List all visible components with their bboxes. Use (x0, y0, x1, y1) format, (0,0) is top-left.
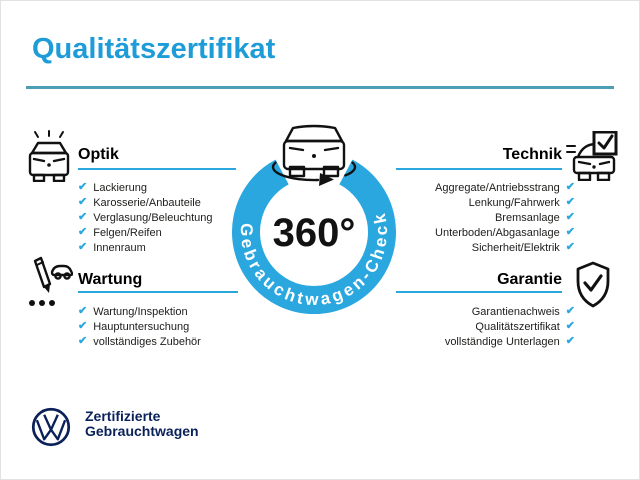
section-title-technik: Technik (502, 146, 562, 163)
check-icon: ✔ (565, 335, 575, 347)
title-underline (26, 86, 614, 89)
page-title: Qualitätszertifikat (32, 33, 276, 65)
check-icon: ✔ (565, 320, 575, 332)
check-item-label: Qualitätszertifikat (475, 320, 560, 333)
check-item-label: Sicherheit/Elektrik (471, 241, 560, 254)
check-icon: ✔ (78, 226, 88, 238)
check-item: ✔ Karosserie/Anbauteile (78, 195, 212, 210)
check-icon: ✔ (565, 211, 575, 223)
check-item-label: Felgen/Reifen (93, 226, 162, 239)
check-item: ✔ Felgen/Reifen (78, 225, 212, 240)
shield-check-icon (576, 261, 610, 308)
check-item: ✔ Hauptuntersuchung (78, 319, 201, 334)
section-title-garantie: Garantie (497, 271, 562, 288)
check-item: ✔ Innenraum (78, 240, 212, 255)
check-item: ✔ Verglasung/Beleuchtung (78, 210, 212, 225)
check-item: ✔ Lackierung (78, 180, 212, 195)
check-item-label: vollständige Unterlagen (444, 335, 560, 348)
section-title-optik: Optik (78, 146, 119, 163)
car-rotation-icon (271, 124, 357, 186)
check-item: Unterboden/Abgasanlage ✔ (435, 225, 575, 240)
section-underline-optik (78, 168, 236, 170)
check-item-label: Bremsanlage (494, 211, 560, 224)
check-item-label: vollständiges Zubehör (93, 335, 201, 348)
check-icon: ✔ (565, 226, 575, 238)
check-item: Aggregate/Antriebsstrang ✔ (435, 180, 575, 195)
check-item-label: Unterboden/Abgasanlage (435, 226, 560, 239)
check-icon: ✔ (565, 305, 575, 317)
section-underline-garantie (396, 291, 562, 293)
check-item-label: Lackierung (93, 181, 148, 194)
check-item: Qualitätszertifikat ✔ (475, 319, 575, 334)
section-title-wartung: Wartung (78, 271, 143, 288)
badge-360-label: 360° (273, 211, 356, 255)
check-icon: ✔ (78, 181, 88, 193)
check-icon: ✔ (78, 320, 88, 332)
check-icon: ✔ (78, 335, 88, 347)
technik-items: Aggregate/Antriebsstrang ✔ Lenkung/Fahrwe… (435, 180, 575, 255)
garantie-items: Garantienachweis ✔ Qualitätszertifikat ✔ v… (445, 304, 575, 349)
check-item-label: Aggregate/Antriebsstrang (435, 181, 560, 194)
badge-ring (232, 159, 396, 314)
optik-items: ✔ Lackierung ✔ Karosserie/Anbauteile ✔ Verg… (78, 180, 212, 255)
check-icon: ✔ (78, 305, 88, 317)
check-icon: ✔ (565, 181, 575, 193)
footer-brand-text: Zertifizierte Gebrauchtwagen (85, 409, 199, 439)
check-icon: ✔ (78, 211, 88, 223)
check-icon: ✔ (565, 241, 575, 253)
check-icon: ✔ (78, 241, 88, 253)
check-item: Sicherheit/Elektrik ✔ (472, 240, 575, 255)
footer-line-2: Gebrauchtwagen (85, 423, 199, 439)
car-checkbox-icon (566, 131, 618, 181)
360-check-badge: Gebrauchtwagen-Check 360° (232, 124, 396, 314)
check-item: Garantienachweis ✔ (472, 304, 575, 319)
section-underline-technik (396, 168, 562, 170)
car-shine-icon (28, 130, 70, 182)
check-item: vollständige Unterlagen ✔ (445, 334, 575, 349)
check-item-label: Karosserie/Anbauteile (93, 196, 201, 209)
check-item: ✔ vollständiges Zubehör (78, 334, 201, 349)
footer-line-1: Zertifizierte (85, 408, 161, 424)
check-item: ✔ Wartung/Inspektion (78, 304, 201, 319)
check-item-label: Innenraum (93, 241, 146, 254)
service-checklist-car-icon (29, 256, 73, 306)
check-item: Lenkung/Fahrwerk ✔ (469, 195, 575, 210)
check-item-label: Hauptuntersuchung (93, 320, 190, 333)
check-item-label: Lenkung/Fahrwerk (468, 196, 560, 209)
check-icon: ✔ (78, 196, 88, 208)
volkswagen-logo (31, 407, 71, 447)
check-item: Bremsanlage ✔ (495, 210, 575, 225)
section-underline-wartung (78, 291, 238, 293)
check-item-label: Garantienachweis (471, 305, 560, 318)
check-item-label: Verglasung/Beleuchtung (93, 211, 213, 224)
check-item-label: Wartung/Inspektion (93, 305, 188, 318)
check-icon: ✔ (565, 196, 575, 208)
wartung-items: ✔ Wartung/Inspektion ✔ Hauptuntersuchung ✔… (78, 304, 201, 349)
